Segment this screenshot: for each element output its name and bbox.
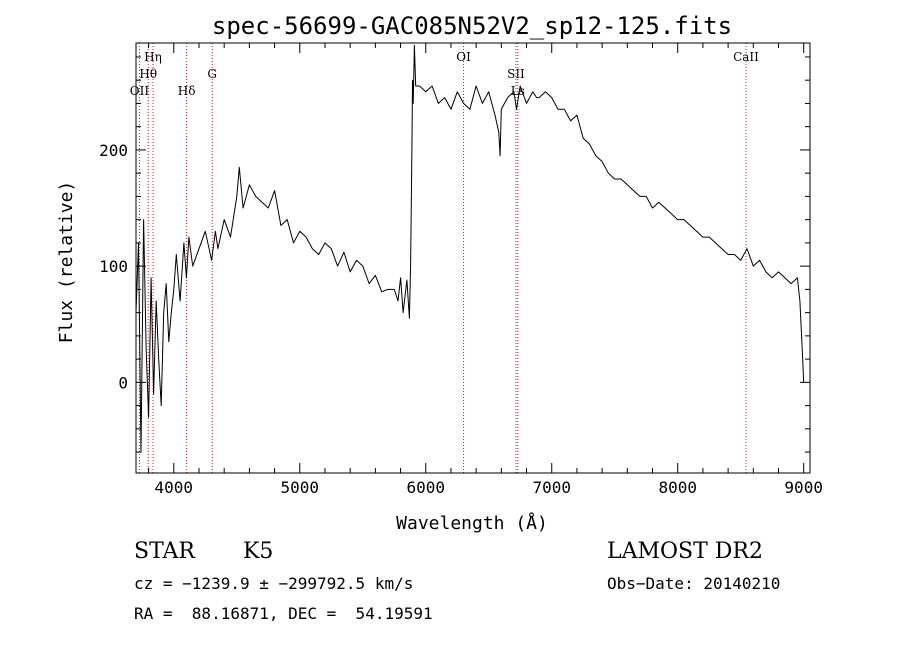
x-tick-label: 8000	[658, 478, 697, 497]
line-marker-label: OII	[130, 84, 150, 98]
chart-title: spec-56699-GAC085N52V2_sp12-125.fits	[212, 12, 732, 40]
line-marker-label: OI	[456, 50, 471, 64]
object-class: STAR	[134, 539, 195, 564]
x-tick-label: 6000	[406, 478, 445, 497]
line-marker-label: Hδ	[178, 84, 196, 98]
y-tick-label: 200	[99, 141, 128, 160]
x-tick-label: 4000	[155, 478, 194, 497]
line-marker-label: Ls	[511, 84, 525, 98]
y-tick-label: 100	[99, 257, 128, 276]
survey-name: LAMOST DR2	[607, 539, 763, 564]
spectrum-line	[135, 44, 805, 453]
line-marker-label: Hθ	[139, 67, 157, 81]
x-tick-label: 7000	[532, 478, 571, 497]
line-marker-label: Hη	[144, 50, 162, 64]
y-axis-label: Flux (relative)	[56, 181, 77, 344]
redshift-line: cz = −1239.9 ± −299792.5 km/s	[134, 574, 414, 593]
x-tick-label: 9000	[784, 478, 823, 497]
ra-dec-line: RA = 88.16871, DEC = 54.19591	[134, 604, 433, 623]
observation-date: Obs−Date: 20140210	[607, 574, 781, 593]
line-marker-label: CaII	[733, 50, 759, 64]
plot-frame	[135, 42, 811, 474]
line-marker-label: G	[207, 67, 217, 81]
y-tick-label: 0	[118, 373, 128, 392]
spectral-subclass: K5	[243, 539, 274, 564]
x-axis-label: Wavelength (Å)	[396, 512, 548, 534]
line-marker-label: SII	[507, 67, 525, 81]
x-tick-label: 5000	[281, 478, 320, 497]
